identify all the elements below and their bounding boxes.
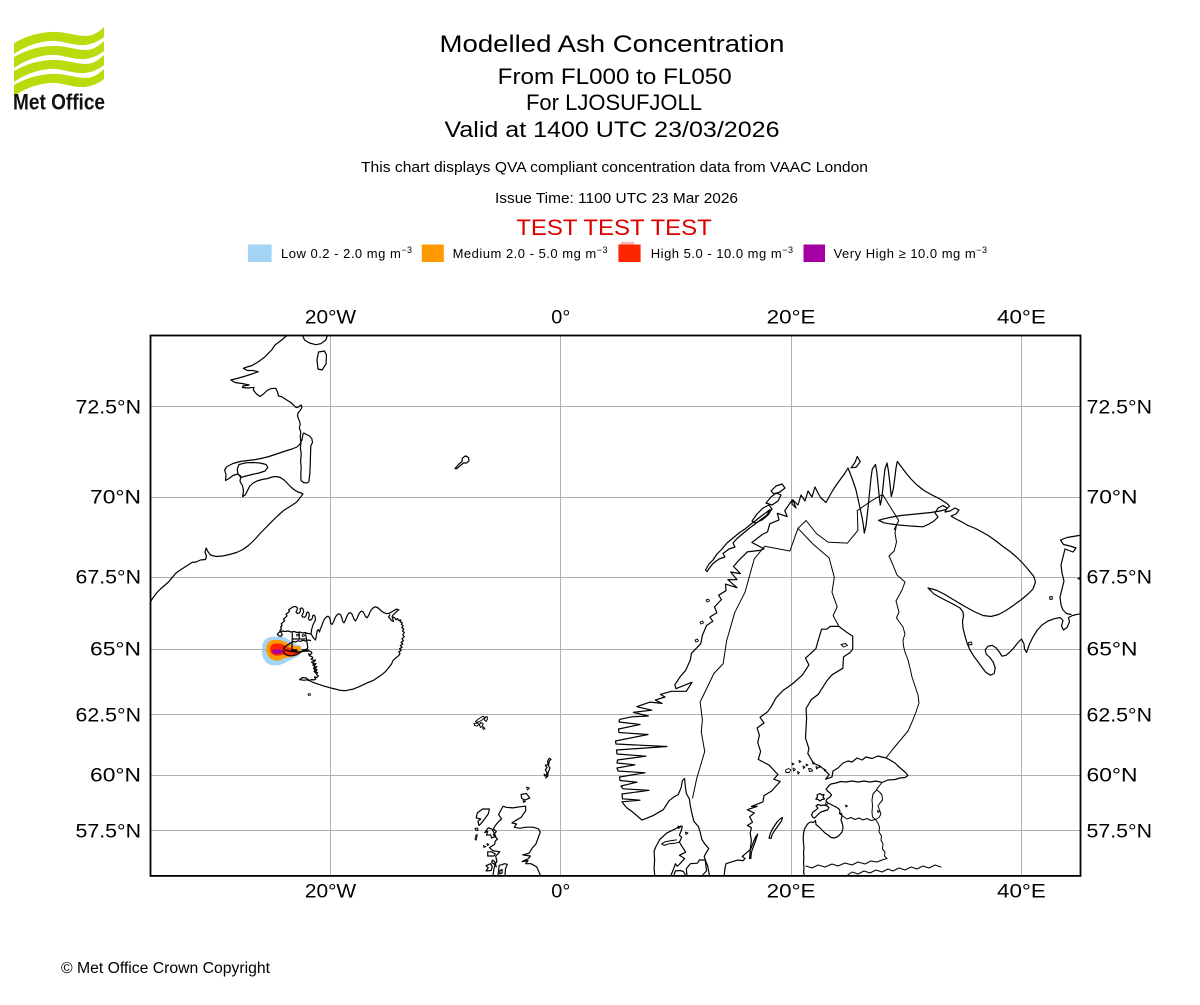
svg-text:Issue Time: 1100 UTC 23 Mar 20: Issue Time: 1100 UTC 23 Mar 2026	[495, 191, 738, 207]
svg-text:Low 0.2 - 2.0 mg m−3: Low 0.2 - 2.0 mg m−3	[281, 245, 413, 261]
svg-text:Met Office: Met Office	[13, 90, 105, 115]
svg-text:0°: 0°	[551, 881, 570, 903]
svg-text:57.5°N: 57.5°N	[1087, 820, 1153, 842]
svg-text:65°N: 65°N	[90, 639, 141, 661]
svg-text:Valid at 1400 UTC 23/03/2026: Valid at 1400 UTC 23/03/2026	[445, 117, 780, 142]
svg-text:62.5°N: 62.5°N	[76, 704, 142, 726]
svg-text:For LJOSUFJOLL: For LJOSUFJOLL	[526, 90, 702, 115]
svg-text:This chart displays QVA compli: This chart displays QVA compliant concen…	[361, 160, 868, 176]
svg-text:From FL000 to FL050: From FL000 to FL050	[498, 64, 732, 89]
svg-text:20°W: 20°W	[305, 307, 357, 329]
svg-text:65°N: 65°N	[1087, 639, 1138, 661]
svg-text:60°N: 60°N	[90, 765, 141, 787]
svg-text:62.5°N: 62.5°N	[1087, 704, 1153, 726]
svg-text:0°: 0°	[551, 307, 570, 329]
svg-text:Medium 2.0 - 5.0 mg m−3: Medium 2.0 - 5.0 mg m−3	[453, 245, 608, 261]
svg-text:70°N: 70°N	[1087, 487, 1138, 509]
svg-text:40°E: 40°E	[997, 307, 1046, 329]
svg-text:20°E: 20°E	[767, 881, 816, 903]
svg-text:40°E: 40°E	[997, 881, 1046, 903]
svg-text:72.5°N: 72.5°N	[1087, 396, 1153, 418]
svg-text:70°N: 70°N	[90, 487, 141, 509]
svg-text:20°E: 20°E	[767, 307, 816, 329]
svg-text:Modelled Ash Concentration: Modelled Ash Concentration	[440, 31, 785, 58]
svg-text:High 5.0 - 10.0 mg m−3: High 5.0 - 10.0 mg m−3	[651, 245, 794, 261]
svg-text:67.5°N: 67.5°N	[1087, 567, 1153, 589]
svg-text:Very High ≥ 10.0 mg m−3: Very High ≥ 10.0 mg m−3	[834, 245, 988, 261]
svg-text:67.5°N: 67.5°N	[76, 567, 142, 589]
svg-text:60°N: 60°N	[1087, 765, 1138, 787]
svg-text:72.5°N: 72.5°N	[76, 396, 142, 418]
svg-text:© Met Office Crown Copyright: © Met Office Crown Copyright	[61, 960, 271, 977]
svg-text:20°W: 20°W	[305, 881, 357, 903]
svg-text:57.5°N: 57.5°N	[76, 820, 142, 842]
svg-text:TEST TEST TEST: TEST TEST TEST	[516, 215, 712, 240]
